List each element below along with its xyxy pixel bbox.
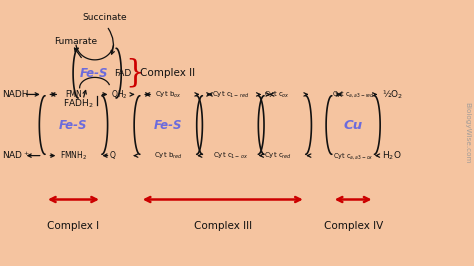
Text: Fe-S: Fe-S [154, 119, 182, 131]
Text: }: } [126, 58, 145, 89]
Text: FAD: FAD [114, 69, 131, 78]
Text: Fumarate: Fumarate [55, 37, 98, 46]
Text: Cyt c$_{red}$: Cyt c$_{red}$ [264, 151, 292, 161]
Text: FADH$_2$: FADH$_2$ [63, 97, 93, 110]
Text: BiologyWise.com: BiologyWise.com [464, 102, 470, 164]
Text: Cyt c$_{1-ox}$: Cyt c$_{1-ox}$ [213, 151, 248, 161]
Text: Complex I: Complex I [47, 221, 100, 231]
Text: FMNH$_2$: FMNH$_2$ [60, 149, 87, 162]
Text: ½O$_2$: ½O$_2$ [382, 88, 403, 101]
Text: Q: Q [110, 151, 116, 160]
Text: Complex III: Complex III [194, 221, 252, 231]
Text: NADH: NADH [2, 90, 29, 99]
Text: Cyt c$_{a,a3-ox}$: Cyt c$_{a,a3-ox}$ [333, 151, 374, 161]
Text: Fe-S: Fe-S [80, 67, 108, 80]
Text: Complex II: Complex II [140, 68, 195, 78]
Text: FMN: FMN [65, 90, 82, 99]
Text: NAD$^+$: NAD$^+$ [2, 150, 30, 161]
Text: Complex IV: Complex IV [323, 221, 383, 231]
Text: Cyt b$_{red}$: Cyt b$_{red}$ [154, 151, 182, 161]
Text: Cyt b$_{ox}$: Cyt b$_{ox}$ [155, 89, 182, 99]
Text: Fe-S: Fe-S [59, 119, 88, 131]
Text: H$_2$O: H$_2$O [382, 149, 401, 162]
Text: Cu: Cu [344, 119, 363, 131]
Text: Cyt c$_{ox}$: Cyt c$_{ox}$ [264, 89, 291, 99]
Text: Cyt c$_{1-red}$: Cyt c$_{1-red}$ [212, 89, 249, 99]
Text: Succinate: Succinate [82, 13, 127, 22]
Text: Cyt c$_{a,a3-red}$: Cyt c$_{a,a3-red}$ [332, 89, 374, 99]
Text: QH$_2$: QH$_2$ [111, 88, 128, 101]
